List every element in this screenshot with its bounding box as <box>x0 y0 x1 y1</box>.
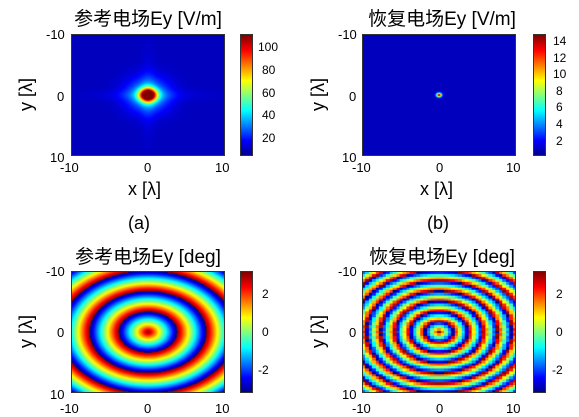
x-tick: -10 <box>60 160 79 175</box>
x-tick: 10 <box>215 160 230 175</box>
y-tick: -10 <box>338 27 357 42</box>
colorbar-tick: 100 <box>258 40 279 54</box>
y-axis-label: y [λ] <box>16 77 37 112</box>
caption-a: (a) <box>128 213 150 233</box>
x-axis-label: x [λ] <box>420 179 454 199</box>
y-axis-label: y [λ] <box>308 77 329 112</box>
colorbar-tick: 2 <box>556 134 563 148</box>
y-axis-label: y [λ] <box>16 314 37 349</box>
y-tick: -10 <box>46 264 65 279</box>
colorbar-tick: 4 <box>556 117 563 131</box>
colorbar <box>533 34 546 156</box>
y-tick: 0 <box>57 89 65 104</box>
y-tick: 10 <box>50 150 65 165</box>
y-tick: 0 <box>349 325 357 340</box>
heatmap-ref-magnitude <box>71 34 225 156</box>
colorbar-tick: 2 <box>556 287 563 301</box>
x-tick: -10 <box>352 401 371 416</box>
colorbar-tick: 10 <box>553 67 567 81</box>
x-tick: 10 <box>506 401 521 416</box>
heatmap-ref-phase <box>71 271 225 393</box>
colorbar-tick: -2 <box>258 363 269 377</box>
colorbar-tick: 8 <box>556 84 563 98</box>
x-tick: 10 <box>506 160 521 175</box>
x-tick: 0 <box>144 160 152 175</box>
x-tick: 0 <box>436 401 444 416</box>
caption-b: (b) <box>427 213 449 233</box>
y-tick: 10 <box>50 387 65 402</box>
colorbar-tick: 40 <box>262 108 276 122</box>
colorbar <box>240 271 253 393</box>
x-tick: -10 <box>352 160 371 175</box>
colorbar-tick: 12 <box>553 51 567 65</box>
x-axis-label: x [λ] <box>128 179 162 199</box>
y-tick: 0 <box>349 89 357 104</box>
colorbar-tick: 60 <box>262 86 276 100</box>
heatmap-rec-phase <box>362 271 516 393</box>
x-tick: 0 <box>436 160 444 175</box>
x-tick: 0 <box>144 401 152 416</box>
x-tick: 10 <box>215 401 230 416</box>
colorbar-tick: 2 <box>262 287 269 301</box>
y-tick: 10 <box>342 387 357 402</box>
y-axis-label: y [λ] <box>308 314 329 349</box>
y-tick: 10 <box>342 150 357 165</box>
plot-title: 恢复电场Ey [deg] <box>369 247 515 268</box>
colorbar <box>240 34 253 156</box>
y-tick: -10 <box>338 264 357 279</box>
heatmap-rec-magnitude <box>362 34 516 156</box>
colorbar-tick: 80 <box>262 63 276 77</box>
colorbar-tick: 0 <box>262 325 269 339</box>
colorbar-tick: 6 <box>556 100 563 114</box>
plot-title: 参考电场Ey [V/m] <box>74 9 222 30</box>
colorbar <box>533 271 546 393</box>
y-tick: 0 <box>57 325 65 340</box>
colorbar-tick: -2 <box>552 363 563 377</box>
plot-title: 参考电场Ey [deg] <box>75 247 221 268</box>
colorbar-tick: 14 <box>553 34 567 48</box>
colorbar-tick: 0 <box>556 325 563 339</box>
colorbar-tick: 20 <box>262 131 276 145</box>
plot-title: 恢复电场Ey [V/m] <box>368 9 516 30</box>
y-tick: -10 <box>46 27 65 42</box>
x-tick: -10 <box>60 401 79 416</box>
